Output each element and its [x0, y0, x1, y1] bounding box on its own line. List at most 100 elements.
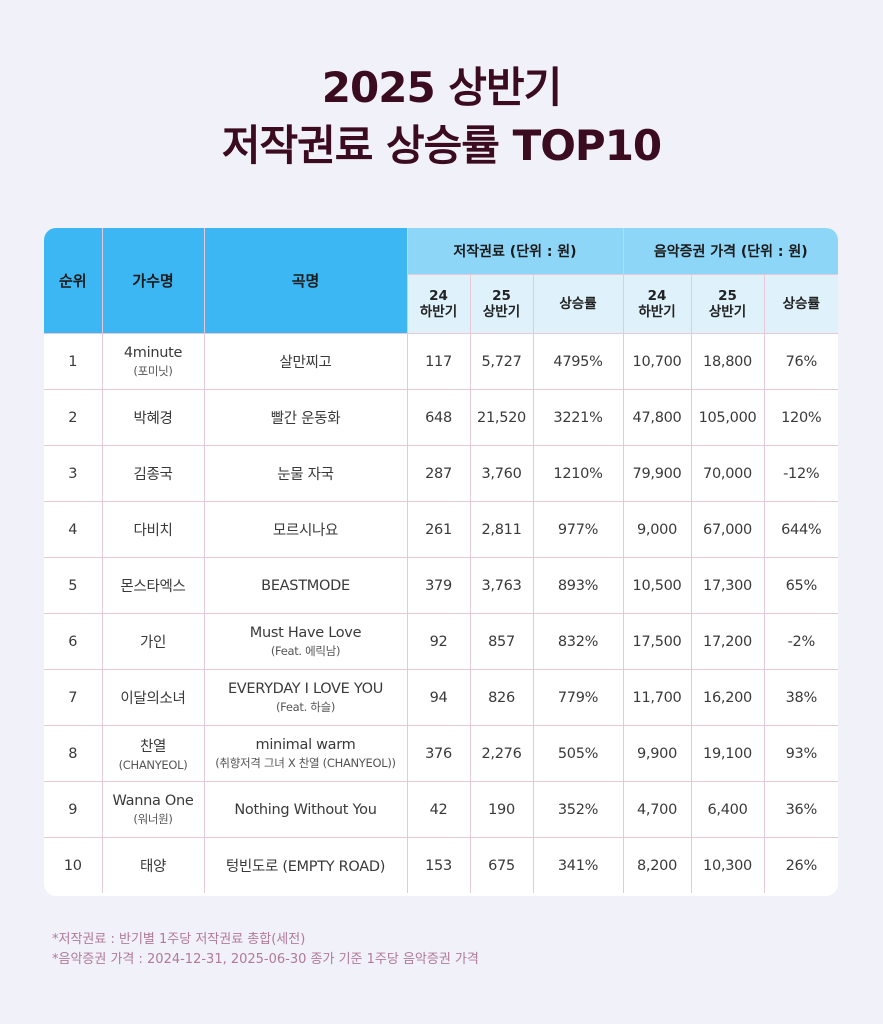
cell-royalty-rate: 779% [532, 669, 624, 726]
cell-royalty-24h2: 379 [406, 557, 471, 614]
cell-royalty-rate: 977% [532, 501, 624, 558]
cell-price-24h2: 10,500 [622, 557, 692, 614]
cell-price-24h2: 17,500 [622, 613, 692, 670]
header-royalty-rate: 상승률 [532, 274, 624, 334]
cell-artist-main: Wanna One [112, 792, 194, 809]
cell-song-main: minimal warm [255, 736, 356, 753]
cell-price-25h1: 16,200 [690, 669, 765, 726]
cell-price-24h2: 8,200 [622, 837, 692, 893]
cell-rank: 6 [44, 613, 103, 670]
cell-price-25h1: 105,000 [690, 389, 765, 446]
cell-price-25h1: 17,300 [690, 557, 765, 614]
cell-song: 텅빈도로 (EMPTY ROAD) [203, 837, 408, 893]
footnote-royalty: *저작권료 : 반기별 1주당 저작권료 총합(세전) [52, 932, 306, 947]
header-royalty-25h1: 25 상반기 [469, 274, 534, 334]
page-title-line2: 저작권료 상승률 TOP10 [221, 121, 662, 170]
cell-price-rate: 76% [763, 333, 838, 390]
cell-royalty-25h1: 5,727 [469, 333, 534, 390]
cell-song: 모르시나요 [203, 501, 408, 558]
cell-song: Nothing Without You [203, 781, 408, 838]
cell-royalty-rate: 832% [532, 613, 624, 670]
cell-song: EVERYDAY I LOVE YOU (Feat. 하슬) [203, 669, 408, 726]
cell-royalty-25h1: 675 [469, 837, 534, 893]
cell-price-24h2: 9,000 [622, 501, 692, 558]
cell-price-rate: 38% [763, 669, 838, 726]
cell-price-25h1: 17,200 [690, 613, 765, 670]
cell-royalty-25h1: 21,520 [469, 389, 534, 446]
table-row: 6 가인 Must Have Love (Feat. 에릭남) 92 857 832% 17,… [44, 613, 838, 670]
cell-price-rate: 93% [763, 725, 838, 782]
header-royalty-group: 저작권료 (단위 : 원) [406, 228, 624, 275]
cell-rank: 1 [44, 333, 103, 390]
cell-royalty-rate: 893% [532, 557, 624, 614]
cell-royalty-rate: 505% [532, 725, 624, 782]
cell-artist: 찬열 (CHANYEOL) [101, 725, 205, 782]
cell-rank: 9 [44, 781, 103, 838]
cell-song: 살만찌고 [203, 333, 408, 390]
cell-royalty-25h1: 190 [469, 781, 534, 838]
cell-price-24h2: 79,900 [622, 445, 692, 502]
cell-price-rate: -12% [763, 445, 838, 502]
cell-royalty-rate: 4795% [532, 333, 624, 390]
cell-artist-sub: (CHANYEOL) [118, 758, 188, 772]
cell-royalty-24h2: 94 [406, 669, 471, 726]
header-royalty-24h2: 24 하반기 [407, 274, 471, 334]
cell-artist: Wanna One (워너원) [101, 781, 205, 838]
cell-price-rate: 36% [763, 781, 838, 838]
table-row: 2 박혜경 빨간 운동화 648 21,520 3221% 47,800 105,000 120… [44, 389, 838, 446]
cell-royalty-rate: 3221% [532, 389, 624, 446]
cell-price-25h1: 6,400 [690, 781, 765, 838]
cell-artist: 4minute (포미닛) [101, 333, 205, 390]
cell-artist-main: 4minute [123, 344, 183, 361]
cell-price-rate: 644% [763, 501, 838, 558]
cell-royalty-rate: 352% [532, 781, 624, 838]
cell-artist: 태양 [101, 837, 205, 893]
table-row: 3 김종국 눈물 자국 287 3,760 1210% 79,900 70,000 -12% [44, 445, 838, 502]
cell-price-rate: 120% [763, 389, 838, 446]
table-row: 5 몬스타엑스 BEASTMODE 379 3,763 893% 10,500 17,300 6… [44, 557, 838, 614]
header-price-24h2: 24 하반기 [622, 274, 692, 334]
cell-royalty-25h1: 857 [469, 613, 534, 670]
cell-royalty-24h2: 376 [406, 725, 471, 782]
cell-price-rate: 26% [763, 837, 838, 893]
cell-price-24h2: 47,800 [622, 389, 692, 446]
cell-price-rate: 65% [763, 557, 838, 614]
cell-artist-sub: (워너원) [133, 811, 173, 826]
cell-rank: 3 [44, 445, 103, 502]
cell-price-24h2: 10,700 [622, 333, 692, 390]
cell-song-sub: (Feat. 하슬) [275, 699, 336, 714]
table-row: 7 이달의소녀 EVERYDAY I LOVE YOU (Feat. 하슬) 94 826… [44, 669, 838, 726]
table-row: 8 찬열 (CHANYEOL) minimal warm (취향저격 그녀 X 찬열 (… [44, 725, 838, 782]
ranking-table: 순위 가수명 곡명 저작권료 (단위 : 원) 음악증권 가격 (단위 : 원)… [44, 228, 838, 893]
cell-rank: 8 [44, 725, 103, 782]
cell-royalty-24h2: 42 [406, 781, 471, 838]
cell-song-main: EVERYDAY I LOVE YOU [227, 680, 384, 697]
cell-price-25h1: 70,000 [690, 445, 765, 502]
header-price-group: 음악증권 가격 (단위 : 원) [622, 228, 838, 275]
cell-royalty-rate: 341% [532, 837, 624, 893]
cell-song-sub: (취향저격 그녀 X 찬열 (CHANYEOL)) [215, 755, 396, 770]
cell-royalty-24h2: 287 [406, 445, 471, 502]
cell-artist: 가인 [101, 613, 205, 670]
cell-royalty-rate: 1210% [532, 445, 624, 502]
cell-royalty-24h2: 648 [406, 389, 471, 446]
cell-artist-main: 찬열 [139, 739, 167, 755]
page-title-line1: 2025 상반기 [321, 63, 562, 112]
cell-price-25h1: 67,000 [690, 501, 765, 558]
cell-price-25h1: 18,800 [690, 333, 765, 390]
footnotes: *저작권료 : 반기별 1주당 저작권료 총합(세전) *음악증권 가격 : 2… [52, 930, 479, 970]
cell-price-25h1: 19,100 [690, 725, 765, 782]
cell-song: minimal warm (취향저격 그녀 X 찬열 (CHANYEOL)) [203, 725, 408, 782]
cell-song-sub: (Feat. 에릭남) [270, 643, 341, 658]
table-row: 4 다비치 모르시나요 261 2,811 977% 9,000 67,000 644% [44, 501, 838, 558]
cell-song: BEASTMODE [203, 557, 408, 614]
cell-royalty-25h1: 826 [469, 669, 534, 726]
cell-price-rate: -2% [763, 613, 838, 670]
table-row: 1 4minute (포미닛) 살만찌고 117 5,727 4795% 10,700 18,8… [44, 333, 838, 390]
cell-artist: 이달의소녀 [101, 669, 205, 726]
cell-rank: 4 [44, 501, 103, 558]
cell-artist: 다비치 [101, 501, 205, 558]
cell-royalty-25h1: 3,760 [469, 445, 534, 502]
cell-royalty-24h2: 261 [406, 501, 471, 558]
cell-royalty-24h2: 92 [406, 613, 471, 670]
